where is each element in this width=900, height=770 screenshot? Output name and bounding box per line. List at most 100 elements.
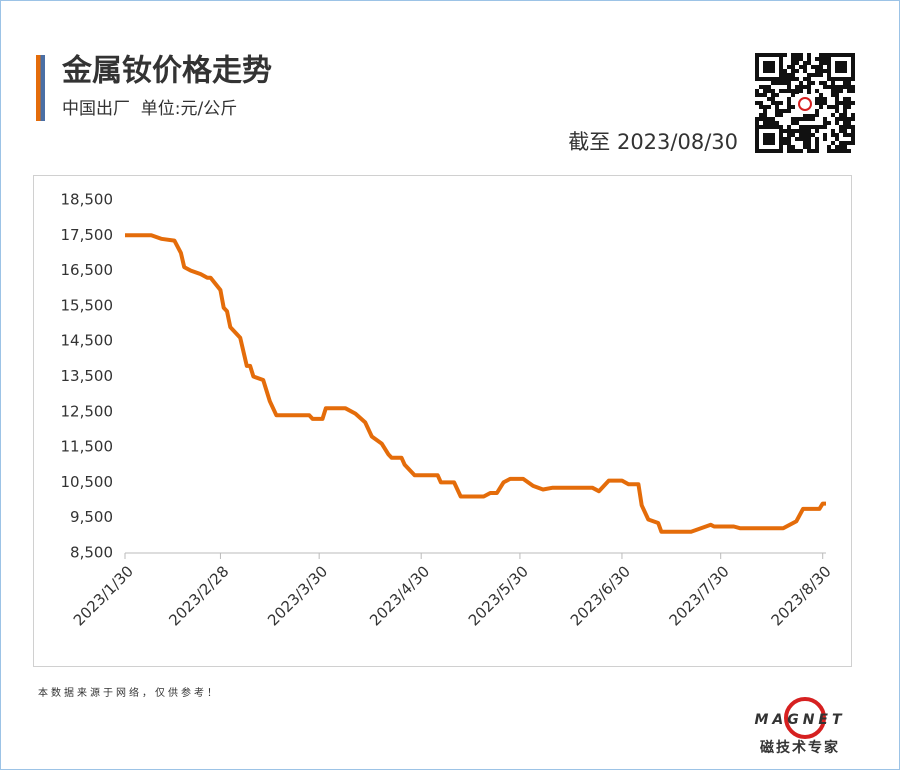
qr-cell xyxy=(791,129,795,133)
qr-cell xyxy=(795,129,799,133)
qr-cell xyxy=(807,133,811,137)
qr-cell xyxy=(843,141,847,145)
qr-cell xyxy=(843,121,847,125)
qr-cell xyxy=(799,89,803,93)
qr-cell xyxy=(791,93,795,97)
qr-cell xyxy=(835,137,839,141)
qr-cell xyxy=(815,145,819,149)
qr-finder xyxy=(763,133,775,145)
qr-cell xyxy=(767,117,771,121)
qr-cell xyxy=(763,113,767,117)
y-tick-label: 15,500 xyxy=(61,296,114,314)
qr-cell xyxy=(831,129,835,133)
y-tick-label: 14,500 xyxy=(61,332,114,350)
qr-cell xyxy=(791,69,795,73)
qr-cell xyxy=(835,97,839,101)
qr-cell xyxy=(823,85,827,89)
qr-cell xyxy=(807,57,811,61)
qr-cell xyxy=(823,117,827,121)
date-note: 截至 2023/08/30 xyxy=(568,130,738,154)
y-tick-label: 16,500 xyxy=(61,261,114,279)
qr-cell xyxy=(851,117,855,121)
qr-cell xyxy=(787,65,791,69)
qr-cell xyxy=(763,109,767,113)
qr-cell xyxy=(783,109,787,113)
qr-cell xyxy=(775,121,779,125)
qr-cell xyxy=(815,69,819,73)
qr-cell xyxy=(823,61,827,65)
qr-cell xyxy=(803,129,807,133)
qr-cell xyxy=(779,89,783,93)
qr-cell xyxy=(815,101,819,105)
qr-cell xyxy=(783,129,787,133)
qr-cell xyxy=(755,101,759,105)
qr-cell xyxy=(847,85,851,89)
qr-cell xyxy=(831,105,835,109)
qr-finder xyxy=(755,125,783,153)
qr-cell xyxy=(775,109,779,113)
qr-cell xyxy=(819,53,823,57)
qr-cell xyxy=(819,97,823,101)
qr-cell xyxy=(795,53,799,57)
qr-cell xyxy=(835,89,839,93)
qr-cell xyxy=(831,113,835,117)
qr-cell xyxy=(843,81,847,85)
qr-cell xyxy=(823,121,827,125)
logo-text: MAGNET xyxy=(754,712,845,728)
qr-cell xyxy=(795,117,799,121)
qr-cell xyxy=(767,97,771,101)
qr-cell xyxy=(835,93,839,97)
qr-cell xyxy=(843,113,847,117)
qr-finder xyxy=(763,61,775,73)
qr-cell xyxy=(795,85,799,89)
qr-cell xyxy=(763,117,767,121)
qr-cell xyxy=(791,105,795,109)
qr-cell xyxy=(843,97,847,101)
qr-cell xyxy=(815,129,819,133)
qr-cell xyxy=(819,101,823,105)
qr-cell xyxy=(767,89,771,93)
qr-cell xyxy=(811,81,815,85)
qr-cell xyxy=(795,149,799,153)
qr-cell xyxy=(819,65,823,69)
qr-cell xyxy=(791,61,795,65)
qr-cell xyxy=(843,129,847,133)
qr-cell xyxy=(847,125,851,129)
qr-cell xyxy=(771,93,775,97)
qr-cell xyxy=(763,85,767,89)
qr-cell xyxy=(803,77,807,81)
qr-cell xyxy=(775,93,779,97)
qr-cell xyxy=(811,125,815,129)
qr-cell xyxy=(827,121,831,125)
qr-cell xyxy=(839,89,843,93)
qr-cell xyxy=(835,109,839,113)
qr-cell xyxy=(847,141,851,145)
qr-cell xyxy=(823,97,827,101)
qr-cell xyxy=(779,109,783,113)
qr-cell xyxy=(771,97,775,101)
qr-cell xyxy=(803,69,807,73)
qr-cell xyxy=(783,73,787,77)
qr-cell xyxy=(807,61,811,65)
y-tick-label: 12,500 xyxy=(61,402,114,420)
qr-cell xyxy=(827,85,831,89)
qr-cell xyxy=(767,85,771,89)
qr-cell xyxy=(799,117,803,121)
qr-cell xyxy=(811,113,815,117)
qr-cell xyxy=(847,105,851,109)
qr-cell xyxy=(767,121,771,125)
y-tick-label: 10,500 xyxy=(61,473,114,491)
qr-cell xyxy=(787,89,791,93)
qr-cell xyxy=(835,101,839,105)
qr-cell xyxy=(755,93,759,97)
qr-cell xyxy=(815,141,819,145)
qr-cell xyxy=(819,81,823,85)
qr-cell xyxy=(787,129,791,133)
qr-cell xyxy=(759,101,763,105)
qr-cell xyxy=(799,81,803,85)
qr-finder xyxy=(835,61,847,73)
qr-cell xyxy=(851,129,855,133)
qr-cell xyxy=(815,149,819,153)
y-tick-label: 8,500 xyxy=(70,544,113,562)
